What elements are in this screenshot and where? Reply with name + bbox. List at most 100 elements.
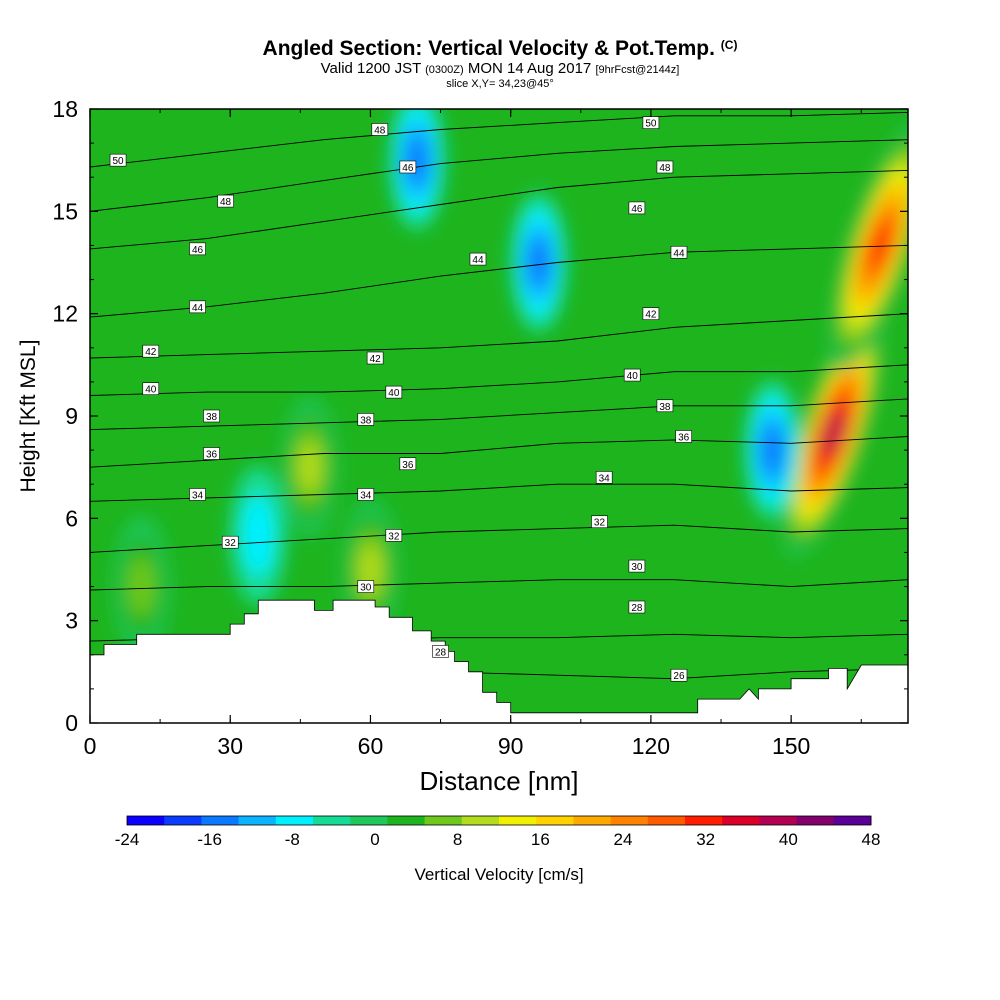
- chart-title: Angled Section: Vertical Velocity & Pot.…: [0, 37, 1000, 61]
- velocity-feature: [230, 465, 287, 606]
- velocity-field: [113, 109, 908, 657]
- colorbar-label: Vertical Velocity [cm/s]: [414, 865, 583, 884]
- velocity-contour-fill: [823, 413, 844, 453]
- svg-text:36: 36: [678, 432, 690, 443]
- colorbar-swatch: [647, 816, 686, 825]
- svg-text:34: 34: [599, 473, 611, 484]
- svg-text:30: 30: [631, 562, 643, 573]
- x-axis-label: Distance [nm]: [420, 766, 579, 796]
- theta-contour-label: 50: [642, 116, 660, 130]
- theta-contour-label: 44: [670, 245, 688, 259]
- velocity-contour-fill: [760, 425, 784, 476]
- theta-contour-label: 42: [366, 351, 384, 365]
- theta-contour-label: 40: [385, 385, 403, 399]
- theta-contour-label: 28: [432, 645, 449, 658]
- svg-text:36: 36: [206, 450, 218, 461]
- theta-contour-label: 32: [591, 515, 608, 529]
- x-tick-label: 150: [772, 733, 810, 759]
- valid-time: Valid 1200 JST: [320, 60, 421, 77]
- svg-text:44: 44: [472, 255, 484, 266]
- colorbar: -24 -16 -8 0 8 16 24 32 40 48: [115, 815, 881, 849]
- svg-text:26: 26: [673, 671, 685, 682]
- theta-contour-label: 38: [357, 413, 375, 426]
- theta-contour-label: 34: [357, 488, 375, 501]
- svg-text:42: 42: [145, 347, 157, 358]
- velocity-feature: [744, 380, 801, 521]
- y-axis-label: Height [Kft MSL]: [17, 340, 40, 493]
- velocity-feature: [829, 121, 908, 370]
- colorbar-tick-label: 48: [862, 830, 881, 849]
- colorbar-tick-label: -24: [115, 830, 140, 849]
- theta-contour-labels: 26 28 28 30 30 32 32 32 34 34 34 36 36 36 38 38 38 40 40 40…: [109, 116, 692, 682]
- theta-contour-label: 32: [385, 529, 403, 542]
- theta-contour-label: 32: [221, 535, 239, 549]
- svg-text:32: 32: [225, 538, 237, 549]
- svg-text:46: 46: [631, 204, 643, 215]
- theta-contour-label: 50: [109, 153, 127, 167]
- x-tick-label: 90: [498, 733, 524, 759]
- slice-info: slice X,Y= 34,23@45°: [446, 78, 554, 90]
- svg-text:38: 38: [659, 402, 671, 413]
- colorbar-swatch: [722, 816, 760, 825]
- terrain-mask: [90, 599, 908, 723]
- svg-text:38: 38: [360, 415, 372, 426]
- colorbar-swatch: [833, 816, 872, 825]
- colorbar-tick-label: 8: [453, 830, 462, 849]
- theta-contour-label: 42: [142, 344, 160, 358]
- x-tick-label: 0: [84, 733, 97, 759]
- theta-contour-label: 36: [399, 457, 417, 471]
- theta-contour-line: [90, 169, 908, 250]
- y-tick-label: 3: [65, 608, 78, 634]
- theta-contour-label: 40: [142, 382, 160, 396]
- colorbar-tick-label: 0: [370, 830, 379, 849]
- colorbar-tick-label: 32: [696, 830, 715, 849]
- svg-text:48: 48: [659, 163, 671, 174]
- svg-text:28: 28: [435, 647, 447, 658]
- colorbar-tick-label: 40: [779, 830, 798, 849]
- valid-utc: (0300Z): [425, 64, 464, 76]
- svg-text:46: 46: [192, 245, 204, 256]
- colorbar-swatch: [127, 816, 165, 825]
- svg-text:30: 30: [360, 583, 372, 594]
- theta-contour-line: [90, 244, 908, 318]
- colorbar-swatch: [238, 816, 277, 825]
- colorbar-swatch: [461, 816, 500, 825]
- theta-contour-label: 34: [595, 471, 613, 484]
- y-tick-label: 18: [52, 96, 78, 122]
- theta-contour-label: 44: [469, 252, 487, 266]
- svg-text:34: 34: [192, 490, 204, 501]
- theta-contour-label: 46: [628, 201, 646, 215]
- svg-text:50: 50: [645, 119, 657, 130]
- svg-text:34: 34: [360, 490, 372, 501]
- velocity-feature: [510, 192, 567, 333]
- theta-contour-line: [90, 398, 908, 431]
- theta-contour-line: [90, 111, 908, 168]
- colorbar-swatch: [387, 816, 426, 825]
- colorbar-swatch: [350, 816, 388, 825]
- theta-contour-label: 40: [623, 368, 641, 382]
- theta-contour-label: 42: [642, 307, 660, 321]
- svg-text:48: 48: [374, 125, 386, 136]
- velocity-contour-fill: [405, 135, 429, 186]
- colorbar-swatch: [164, 816, 202, 825]
- theta-contour-label: 46: [189, 242, 206, 256]
- theta-contour-label: 36: [675, 430, 692, 443]
- svg-text:40: 40: [388, 388, 400, 399]
- theta-contour-label: 30: [628, 559, 646, 573]
- title-suffix: (C): [720, 38, 738, 52]
- velocity-contour-fill: [298, 442, 322, 493]
- colorbar-swatch: [275, 816, 314, 825]
- colorbar-swatch: [499, 816, 537, 825]
- forecast-info: [9hrFcst@2144z]: [595, 64, 680, 76]
- theta-contour-line: [90, 483, 908, 502]
- svg-text:44: 44: [673, 248, 685, 259]
- svg-text:44: 44: [192, 303, 204, 314]
- theta-contour-label: 30: [357, 580, 375, 594]
- svg-text:40: 40: [145, 385, 157, 396]
- y-tick-label: 0: [65, 710, 78, 736]
- plot-area: 26 28 28 30 30 32 32 32 34 34 34 36 36 36 38 38 38 40 40 40…: [90, 109, 908, 723]
- colorbar-frame: [126, 815, 872, 826]
- theta-contour-line: [90, 436, 908, 468]
- colorbar-swatch: [573, 816, 612, 825]
